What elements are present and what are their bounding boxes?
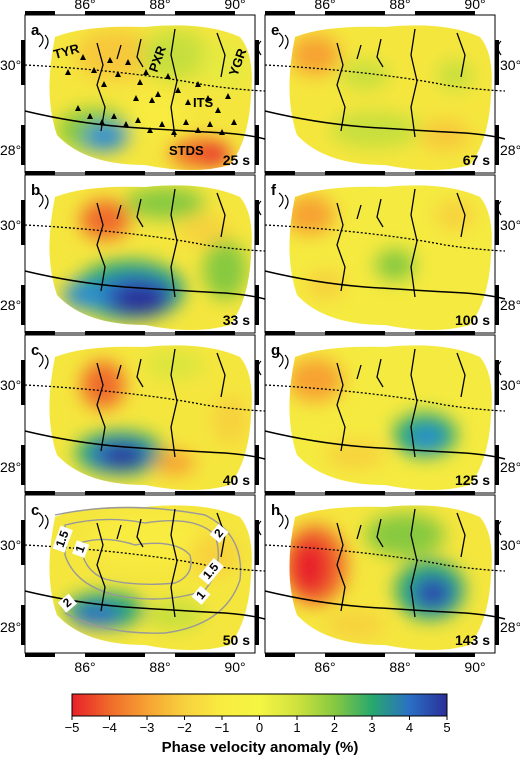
panel-period: 67 s	[463, 152, 490, 168]
right-lat-label: 28°	[500, 142, 520, 158]
panel-period: 125 s	[455, 472, 490, 488]
right-lat-label: 30°	[500, 57, 520, 73]
top-tick-label: 90°	[224, 0, 245, 12]
panel-f: f 100 s	[264, 174, 506, 334]
panel-letter: b	[31, 182, 40, 199]
panel-period: 100 s	[455, 312, 490, 328]
left-lat-label: 28°	[0, 459, 21, 475]
colorbar-title: Phase velocity anomaly (%)	[162, 739, 359, 756]
colorbar-ticks: −5 −4 −3 −2 −1 0 1 2 3 4 5	[65, 716, 451, 735]
panel-c-50: 1.5 1 2 1.5 1 2 c 50 s	[24, 494, 266, 654]
bottom-tick-label: 88°	[149, 659, 170, 675]
top-tick-label: 86°	[74, 0, 95, 12]
colorbar: −5 −4 −3 −2 −1 0 1 2 3 4 5 Phase velocity anomaly …	[65, 693, 451, 756]
colorbar-tick-label: 1	[293, 720, 300, 735]
panel-letter: g	[271, 342, 280, 359]
top-tick-label: 88°	[389, 0, 410, 12]
colorbar-tick-label: 0	[256, 720, 263, 735]
right-lat-label: 28°	[500, 619, 520, 635]
left-lat-label: 30°	[0, 537, 21, 553]
left-lat-label: 30°	[0, 57, 21, 73]
right-lat-label: 30°	[500, 217, 520, 233]
left-lat-label: 30°	[0, 217, 21, 233]
panel-e: e 67 s	[264, 14, 506, 174]
panel-letter: f	[271, 182, 277, 199]
contour-label: 1	[72, 543, 88, 554]
top-tick-label: 88°	[149, 0, 170, 12]
panel-letter: h	[271, 502, 280, 519]
region-label-tyr: TYR	[52, 41, 82, 62]
colorbar-tick-label: −5	[65, 720, 80, 735]
panel-b: b 33 s	[24, 174, 266, 334]
axis-frame-bars	[21, 11, 499, 657]
colorbar-tick-label: 2	[331, 720, 338, 735]
contour-label: 1.5	[53, 528, 72, 549]
right-lat-label: 30°	[500, 377, 520, 393]
colorbar-tick-label: 3	[368, 720, 375, 735]
left-lat-label: 28°	[0, 142, 21, 158]
panel-period: 50 s	[223, 632, 250, 648]
panel-period: 25 s	[223, 152, 250, 168]
region-label-stds: STDS	[169, 143, 204, 158]
panel-letter: e	[271, 22, 279, 39]
panel-g: g 125 s	[264, 334, 506, 494]
panel-letter: c	[31, 342, 39, 359]
top-tick-label: 90°	[464, 0, 485, 12]
panel-letter: c	[31, 502, 39, 519]
colorbar-tick-label: −1	[215, 720, 230, 735]
bottom-tick-label: 86°	[314, 659, 335, 675]
colorbar-tick-label: 4	[406, 720, 413, 735]
colorbar-tick-label: 5	[443, 720, 450, 735]
bottom-tick-label: 90°	[224, 659, 245, 675]
top-tick-label: 86°	[314, 0, 335, 12]
panel-c-40: c 40 s	[24, 334, 266, 494]
bottom-tick-label: 86°	[74, 659, 95, 675]
bottom-tick-label: 90°	[464, 659, 485, 675]
right-lat-label: 28°	[500, 297, 520, 313]
colorbar-tick-label: −2	[177, 720, 192, 735]
panel-period: 143 s	[455, 632, 490, 648]
colorbar-ramp	[71, 693, 448, 717]
panel-letter: a	[31, 22, 40, 39]
bottom-tick-label: 88°	[389, 659, 410, 675]
region-label-its: ITS	[193, 95, 214, 110]
panel-period: 40 s	[223, 472, 250, 488]
right-lat-label: 28°	[500, 459, 520, 475]
panel-h: h 143 s	[264, 494, 506, 654]
panel-a: a TYR PXR YGR ITS STDS 25 s	[24, 14, 266, 174]
right-lat-label: 30°	[500, 537, 520, 553]
left-lat-label: 28°	[0, 619, 21, 635]
panel-period: 33 s	[223, 312, 250, 328]
colorbar-tick-label: −3	[140, 720, 155, 735]
colorbar-tick-label: −4	[102, 720, 117, 735]
left-lat-label: 30°	[0, 377, 21, 393]
left-lat-label: 28°	[0, 297, 21, 313]
